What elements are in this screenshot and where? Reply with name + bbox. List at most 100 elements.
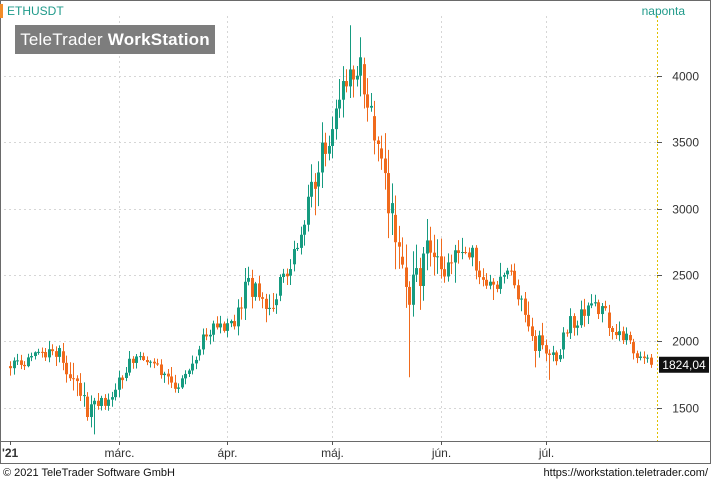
candle-body	[366, 94, 369, 108]
candle-body	[349, 69, 352, 87]
candle-body	[450, 262, 453, 264]
candle-body	[314, 181, 317, 189]
teletrader-logo: TeleTrader WorkStation	[15, 25, 215, 54]
candle-body	[419, 268, 422, 286]
candle-body	[594, 302, 597, 304]
candle-body	[510, 270, 513, 272]
candle-body	[111, 397, 114, 400]
candle-body	[566, 332, 569, 334]
candle-body	[580, 309, 583, 326]
candle-body	[569, 316, 572, 334]
candle-body	[489, 281, 492, 286]
x-tick-label: ápr.	[217, 446, 237, 460]
candle-body	[429, 240, 432, 253]
candle-body	[475, 247, 478, 271]
candle-body	[534, 336, 537, 351]
candle-body	[384, 158, 387, 174]
candle-body	[646, 357, 649, 359]
candle-body	[13, 360, 16, 369]
y-tick-label: 3500	[672, 136, 699, 150]
symbol-color-marker	[0, 4, 3, 18]
source-url-link[interactable]: https://workstation.teletrader.com/	[543, 467, 708, 479]
candle-body	[142, 356, 145, 361]
candle-body	[538, 335, 541, 351]
candle-body	[251, 277, 254, 297]
candle-body	[107, 399, 110, 406]
candle-body	[44, 352, 47, 358]
candle-body	[513, 270, 516, 286]
candle-body	[223, 323, 226, 331]
symbol-label[interactable]: ETHUSDT	[7, 4, 64, 18]
candle-body	[293, 249, 296, 265]
candle-body	[398, 242, 401, 247]
candle-body	[212, 323, 215, 335]
candle-body	[363, 64, 366, 95]
candle-body	[464, 252, 467, 254]
last-price-tag	[659, 356, 709, 373]
candle-body	[303, 224, 306, 235]
candle-body	[282, 273, 285, 277]
candle-body	[377, 140, 380, 144]
logo-regular-text: TeleTrader	[20, 30, 103, 49]
candle-body	[548, 353, 551, 355]
candle-body	[328, 145, 331, 154]
candle-body	[146, 360, 149, 363]
candle-body	[359, 57, 362, 76]
x-tick-label: máj.	[321, 446, 344, 460]
candle-body	[237, 307, 240, 327]
candle-body	[611, 328, 614, 332]
candle-body	[300, 234, 303, 248]
candle-body	[331, 129, 334, 146]
candle-body	[226, 323, 229, 331]
candle-body	[342, 81, 345, 100]
candle-body	[37, 351, 40, 353]
candle-body	[279, 276, 282, 296]
candle-body	[447, 262, 450, 277]
candle-body	[643, 356, 646, 359]
candle-body	[370, 105, 373, 108]
candle-body	[317, 172, 320, 187]
candle-body	[412, 274, 415, 305]
candle-body	[233, 321, 236, 327]
candle-body	[247, 277, 250, 282]
candle-body	[174, 382, 177, 389]
candle-body	[51, 349, 54, 352]
candle-body	[457, 250, 460, 254]
candle-body	[531, 326, 534, 337]
candle-body	[34, 352, 37, 357]
candle-body	[104, 397, 107, 406]
y-tick-label: 2000	[672, 335, 699, 349]
candle-body	[482, 277, 485, 280]
candle-body	[41, 351, 44, 353]
candle-body	[552, 352, 555, 355]
candle-body	[195, 359, 198, 364]
candle-body	[114, 389, 117, 398]
candle-body	[48, 349, 51, 358]
candle-body	[9, 366, 12, 369]
candle-body	[307, 196, 310, 225]
candle-body	[125, 372, 128, 379]
candle-body	[265, 298, 268, 309]
candle-body	[597, 302, 600, 315]
x-tick-label: jún.	[431, 446, 451, 460]
candle-body	[492, 281, 495, 285]
candle-body	[258, 283, 261, 298]
candle-body	[604, 306, 607, 309]
candle-body	[135, 356, 138, 363]
candle-body	[268, 307, 271, 309]
candle-body	[23, 364, 26, 367]
interval-label[interactable]: naponta	[641, 4, 685, 18]
candle-body	[391, 203, 394, 214]
candle-body	[541, 335, 544, 346]
candle-body	[625, 333, 628, 341]
candle-body	[373, 116, 376, 141]
candle-body	[615, 331, 618, 336]
candle-body	[573, 316, 576, 328]
candle-body	[272, 307, 275, 309]
candle-body	[219, 323, 222, 328]
candle-body	[559, 355, 562, 360]
candle-body	[254, 283, 257, 297]
candle-body	[184, 373, 187, 379]
candle-body	[170, 376, 173, 383]
candle-body	[79, 382, 82, 396]
